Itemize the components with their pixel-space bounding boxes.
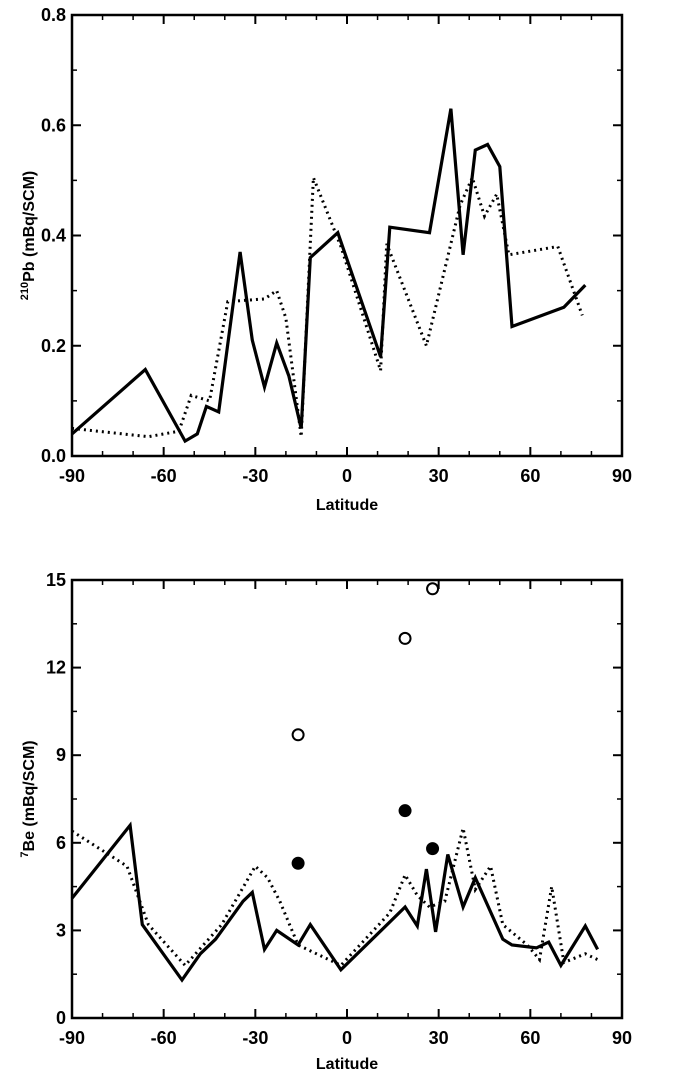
x-tick-label: 0 [342,1028,352,1048]
y-tick-label: 9 [56,745,66,765]
dotted-series-line [71,173,584,439]
y-tick-label: 0.0 [41,446,66,466]
x-tick-label: -30 [242,466,268,486]
y-tick-label: 0.6 [41,115,66,135]
y-axis-label-superscript: 210 [19,282,31,300]
x-axis-label: Latitude [316,497,378,514]
x-tick-label: 90 [612,466,632,486]
pb210-panel: -90 -60 -30 0 30 60 90 0.0 0.2 0.4 0.6 0.8 Latitude 2… [19,5,632,514]
filled-circle-marker [426,842,440,856]
filled-circle-marker [291,856,305,870]
y-tick-label: 15 [46,570,66,590]
solid-series-line [70,108,587,444]
y-tick-label: 3 [56,920,66,940]
y-tick-label: 0 [56,1008,66,1028]
x-tick-label: -30 [242,1028,268,1048]
plot-frame [70,13,624,458]
x-tick-label: -60 [151,1028,177,1048]
y-axis-label-text: Be (mBq/SCM) [21,740,38,851]
filled-circle-marker [398,804,412,818]
open-circle-marker [398,631,412,645]
open-circle-marker [426,582,440,596]
x-tick-label: -90 [59,466,85,486]
solid-series-line [70,821,600,983]
y-tick-label: 0.2 [41,336,66,356]
x-tick-label: -60 [151,466,177,486]
y-axis-label: 210Pb (mBq/SCM) [19,171,38,300]
x-tick-label: 60 [520,466,540,486]
open-circle-marker [291,728,305,742]
x-tick-label: 90 [612,1028,632,1048]
x-axis-label: Latitude [316,1056,378,1073]
be7-panel: -90 -60 -30 0 30 60 90 0 3 6 9 12 15 Latitude 7Be (mBq… [19,570,632,1073]
y-tick-label: 0.4 [41,226,66,246]
x-tick-label: 30 [429,466,449,486]
y-axis-label-text: Pb (mBq/SCM) [21,171,38,282]
x-tick-label: 60 [520,1028,540,1048]
y-axis-label-superscript: 7 [19,851,31,857]
y-axis-label: 7Be (mBq/SCM) [19,740,38,857]
y-tick-label: 12 [46,658,66,678]
y-tick-label: 6 [56,833,66,853]
y-tick-label: 0.8 [41,5,66,25]
x-tick-label: 30 [429,1028,449,1048]
x-tick-label: -90 [59,1028,85,1048]
dotted-series-line [71,827,599,968]
x-tick-label: 0 [342,466,352,486]
